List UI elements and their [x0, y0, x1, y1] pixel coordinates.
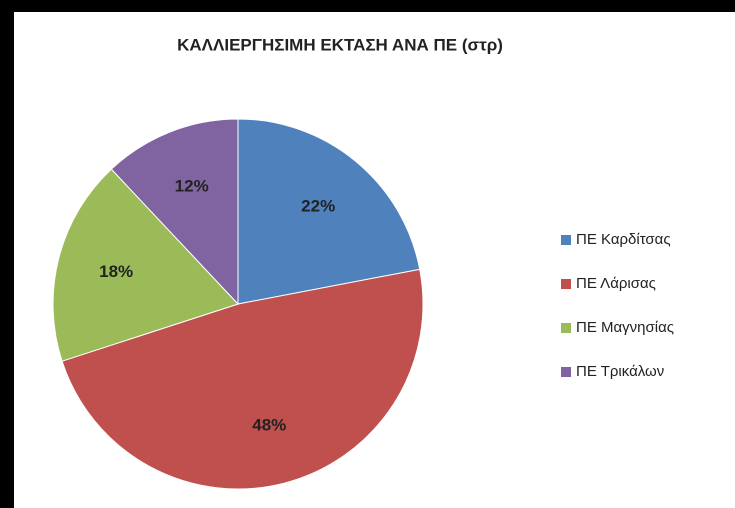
- legend-swatch: [561, 367, 571, 377]
- pie-slice: [237, 118, 421, 305]
- legend-swatch: [561, 235, 571, 245]
- legend-label: ΠΕ Καρδίτσας: [576, 231, 671, 248]
- data-label: 48%: [252, 415, 286, 434]
- legend-swatch: [561, 279, 571, 289]
- legend-label: ΠΕ Μαγνησίας: [576, 319, 674, 336]
- pie-slice: [61, 268, 424, 490]
- data-label: 18%: [99, 262, 133, 281]
- data-label: 22%: [301, 197, 335, 216]
- pie-slice: [110, 118, 239, 306]
- chart-title: ΚΑΛΛΙΕΡΓΗΣΙΜΗ ΕΚΤΑΣΗ ΑΝΑ ΠΕ (στρ): [177, 35, 503, 54]
- legend-label: ΠΕ Τρικάλων: [576, 363, 664, 380]
- legend-label: ΠΕ Λάρισας: [576, 275, 656, 292]
- data-label: 12%: [175, 177, 209, 196]
- legend-swatch: [561, 323, 571, 333]
- pie-slice: [52, 168, 239, 362]
